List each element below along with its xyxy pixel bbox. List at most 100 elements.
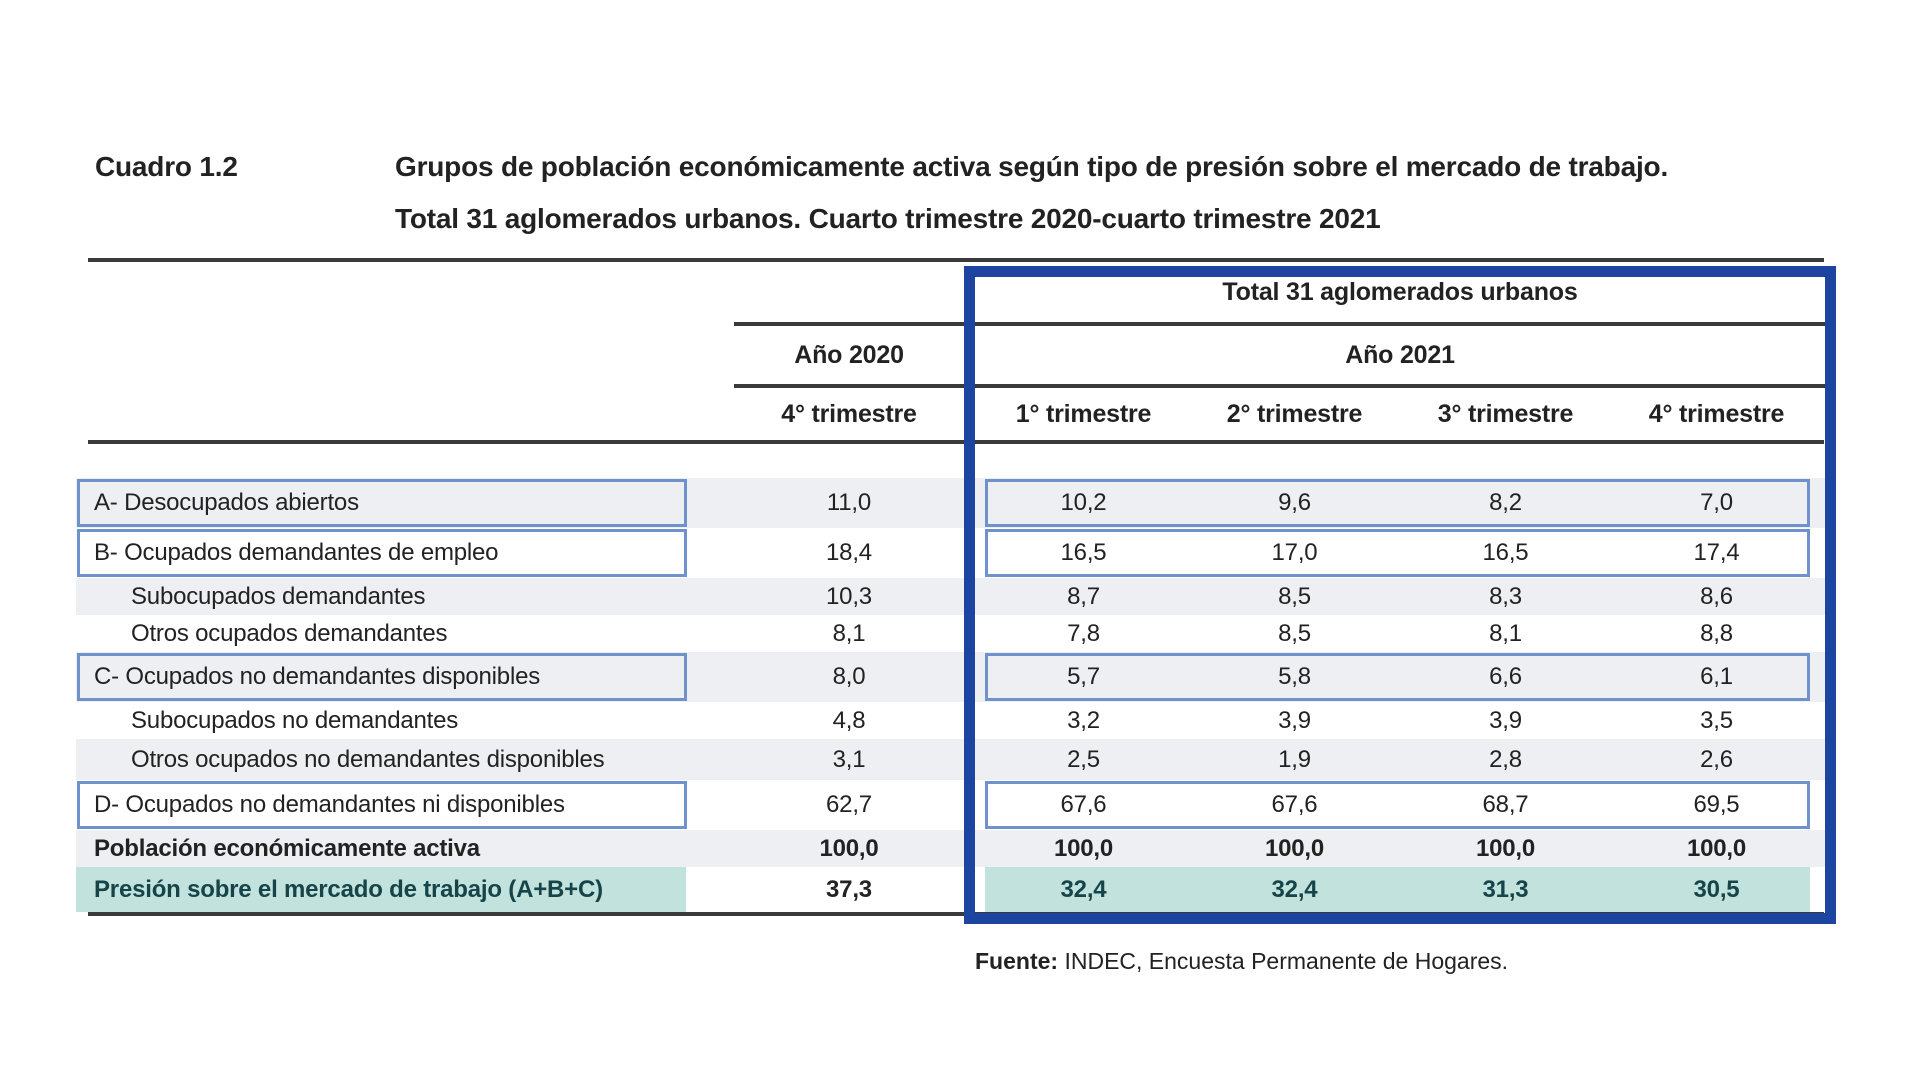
row-gap-cell xyxy=(686,652,734,702)
table-row: C- Ocupados no demandantes disponibles 8… xyxy=(76,652,1836,702)
cell-2021: 8,8 xyxy=(1700,619,1733,647)
row-gap-cell xyxy=(686,615,734,652)
cell-2021: 8,6 xyxy=(1700,582,1733,610)
row-highlight-box-values xyxy=(985,529,1810,577)
cell-2021: 8,3 xyxy=(1489,582,1522,610)
cell-2021: 100,0 xyxy=(1264,834,1325,862)
row-highlight-box-values xyxy=(985,781,1810,829)
row-gap-cell xyxy=(686,780,734,830)
row-gap-cell xyxy=(686,578,734,615)
header-quarter-q4: 4° trimestre xyxy=(1648,399,1785,428)
row-teal-fill xyxy=(985,867,1810,912)
cell-2021: 3,9 xyxy=(1278,706,1311,734)
table-title-line1: Grupos de población económicamente activ… xyxy=(395,151,1669,182)
cell-2020: 8,0 xyxy=(832,663,866,690)
cell-2021: 17,4 xyxy=(1693,539,1740,566)
header-quarters-2021: 1° trimestre 2° trimestre 3° trimestre 4… xyxy=(964,388,1836,440)
table-header-year-row: Año 2020 Año 2021 xyxy=(76,326,1836,388)
cell-2021: 31,3 xyxy=(1482,875,1529,903)
header-group-cell: Total 31 aglomerados urbanos xyxy=(964,262,1836,326)
cell-2021: 32,4 xyxy=(1060,875,1107,903)
header-gap-cell xyxy=(686,326,734,388)
row-gap-cell xyxy=(686,830,734,867)
row-2021-cells: 8,7 8,5 8,3 8,6 xyxy=(964,578,1836,615)
cell-2021: 2,6 xyxy=(1700,745,1733,773)
header-quarter-q1: 1° trimestre xyxy=(1015,399,1152,428)
cell-2021: 30,5 xyxy=(1693,875,1740,903)
table-top-rule xyxy=(88,258,1824,262)
cell-2021: 8,5 xyxy=(1278,619,1311,647)
header-empty-2020-cell xyxy=(734,262,964,326)
cell-2021: 16,5 xyxy=(1060,539,1107,566)
row-label: Población económicamente activa xyxy=(94,834,480,862)
row-2021-cells: 5,7 5,8 6,6 6,1 xyxy=(964,652,1836,702)
row-label-cell: Otros ocupados no demandantes disponible… xyxy=(76,739,686,780)
table-caption: Cuadro 1.2 Grupos de población económica… xyxy=(95,141,1668,245)
row-highlight-box-label xyxy=(77,479,687,527)
cell-2021: 1,9 xyxy=(1278,745,1311,773)
cell-2021: 8,5 xyxy=(1278,582,1311,610)
cell-2020: 11,0 xyxy=(826,489,872,516)
table-header-group-row: Total 31 aglomerados urbanos xyxy=(76,262,1836,326)
table-row: Subocupados demandantes 10,3 8,7 8,5 8,3… xyxy=(76,578,1836,615)
row-gap-cell xyxy=(686,528,734,578)
source-text: INDEC, Encuesta Permanente de Hogares. xyxy=(1058,948,1509,974)
table-row: A- Desocupados abiertos 11,0 10,2 9,6 8,… xyxy=(76,478,1836,528)
table-row: Presión sobre el mercado de trabajo (A+B… xyxy=(76,867,1836,912)
row-highlight-box-values xyxy=(985,479,1810,527)
row-2021-cells: 67,6 67,6 68,7 69,5 xyxy=(964,780,1836,830)
row-2021-cells: 16,5 17,0 16,5 17,4 xyxy=(964,528,1836,578)
header-year-2021: Año 2021 xyxy=(1345,340,1455,369)
table-row: Población económicamente activa 100,0 10… xyxy=(76,830,1836,867)
cell-2021: 6,6 xyxy=(1489,663,1522,690)
row-label-cell: Subocupados no demandantes xyxy=(76,702,686,739)
row-2021-cells: 10,2 9,6 8,2 7,0 xyxy=(964,478,1836,528)
row-label-cell: B- Ocupados demandantes de empleo xyxy=(76,528,686,578)
header-quarter-2020: 4° trimestre xyxy=(781,399,917,428)
header-body-gap xyxy=(76,444,1836,478)
header-gap-cell xyxy=(686,388,734,440)
source-label: Fuente: xyxy=(975,948,1059,974)
cell-2021: 100,0 xyxy=(1686,834,1747,862)
cell-2021: 10,2 xyxy=(1060,489,1107,516)
cell-2021: 5,8 xyxy=(1278,663,1311,690)
row-label-cell: C- Ocupados no demandantes disponibles xyxy=(76,652,686,702)
table-number: Cuadro 1.2 xyxy=(95,151,238,182)
source-note: Fuente: INDEC, Encuesta Permanente de Ho… xyxy=(975,948,1508,975)
statistical-table: Total 31 aglomerados urbanos Año 2020 Añ… xyxy=(76,258,1836,924)
row-label: A- Desocupados abiertos xyxy=(94,489,359,516)
header-empty-cell xyxy=(76,388,686,440)
cell-2021: 6,1 xyxy=(1700,663,1733,690)
cell-2021: 67,6 xyxy=(1271,791,1318,818)
cell-2020: 100,0 xyxy=(819,834,879,862)
row-gap-cell xyxy=(686,478,734,528)
group-header-label: Total 31 aglomerados urbanos xyxy=(1222,277,1578,306)
table-bottom-rule xyxy=(88,912,1824,916)
cell-2021: 3,9 xyxy=(1489,706,1522,734)
cell-2021: 7,8 xyxy=(1067,619,1100,647)
row-label-cell: D- Ocupados no demandantes ni disponible… xyxy=(76,780,686,830)
cell-2020: 8,1 xyxy=(832,619,866,647)
row-label: C- Ocupados no demandantes disponibles xyxy=(94,663,541,690)
row-label: B- Ocupados demandantes de empleo xyxy=(94,539,499,566)
row-gap-cell xyxy=(686,702,734,739)
cell-2021: 3,2 xyxy=(1067,706,1100,734)
header-quarter-q3: 3° trimestre xyxy=(1437,399,1574,428)
row-label: Presión sobre el mercado de trabajo (A+B… xyxy=(94,875,603,903)
row-label-cell: Presión sobre el mercado de trabajo (A+B… xyxy=(76,867,686,912)
header-year-2021-cell: Año 2021 xyxy=(964,326,1836,388)
cell-2021: 68,7 xyxy=(1482,791,1529,818)
row-highlight-box-label xyxy=(77,653,687,701)
row-2021-cells: 7,8 8,5 8,1 8,8 xyxy=(964,615,1836,652)
row-2021-cells: 100,0 100,0 100,0 100,0 xyxy=(964,830,1836,867)
table-title: Grupos de población económicamente activ… xyxy=(395,141,1668,245)
cell-2021: 69,5 xyxy=(1693,791,1740,818)
cell-2021: 9,6 xyxy=(1278,489,1311,516)
table-row: B- Ocupados demandantes de empleo 18,4 1… xyxy=(76,528,1836,578)
table-header-quarter-row: 4° trimestre 1° trimestre 2° trimestre 3… xyxy=(76,388,1836,440)
table-header-bottom-rule xyxy=(88,440,1824,444)
header-quarter-q2: 2° trimestre xyxy=(1226,399,1363,428)
cell-2021: 5,7 xyxy=(1067,663,1100,690)
table-title-line2: Total 31 aglomerados urbanos. Cuarto tri… xyxy=(395,203,1381,234)
